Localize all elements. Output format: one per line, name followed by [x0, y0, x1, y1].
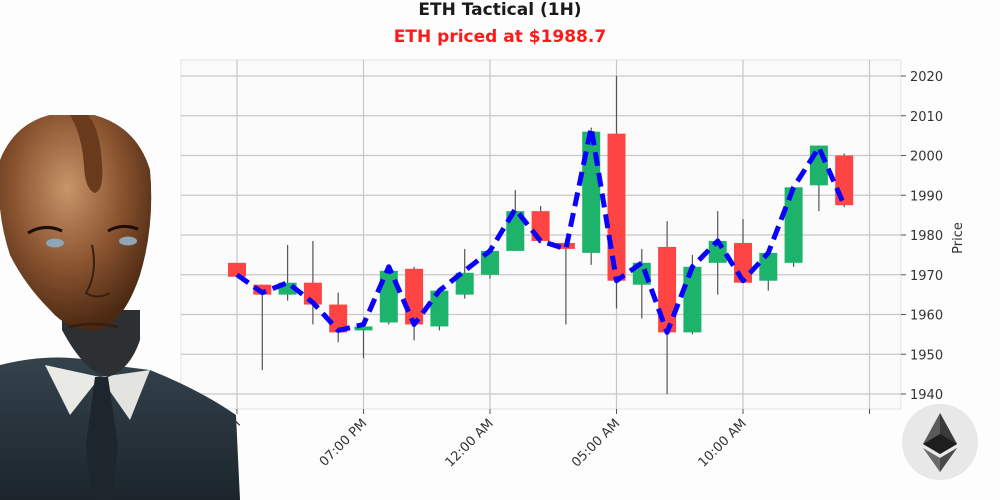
android-portrait-image — [0, 115, 240, 500]
candle-down — [835, 155, 854, 206]
y-tick-label: 1950 — [910, 348, 943, 363]
candle-up — [683, 266, 702, 333]
candle-down — [405, 268, 424, 325]
y-tick-label: 2010 — [910, 110, 943, 125]
y-axis: 1940 1950 1960 1970 1980 1990 2000 2010 2020 — [901, 70, 943, 403]
x-tick-label: 05:00 AM — [569, 416, 623, 470]
candle-up — [278, 282, 297, 295]
candle-up — [759, 252, 778, 281]
trend-line — [235, 125, 847, 335]
candle-down — [607, 133, 626, 281]
y-tick-label: 1990 — [910, 189, 943, 204]
candle-up — [379, 270, 398, 323]
price-subtitle: ETH priced at $1988.7 — [393, 27, 607, 47]
candle-up — [430, 290, 449, 327]
y-tick-label: 1940 — [910, 388, 943, 403]
candle-down — [228, 262, 246, 277]
y-tick-label: 1960 — [910, 309, 943, 324]
candle-up — [582, 131, 601, 253]
chart-title: ETH Tactical (1H) — [418, 0, 582, 20]
candle-down — [329, 304, 348, 333]
candle-up — [354, 326, 373, 331]
candle-up — [784, 187, 803, 263]
candle-down — [658, 246, 677, 333]
ethereum-logo-icon — [902, 404, 978, 480]
y-axis-label: Price — [951, 222, 966, 254]
y-tick-label: 2000 — [910, 150, 943, 165]
x-tick-label: 12:00 AM — [443, 416, 497, 470]
y-tick-label: 2020 — [910, 70, 943, 85]
candle-up — [455, 272, 474, 295]
y-tick-label: 1970 — [910, 269, 943, 284]
x-tick-label: 10:00 AM — [696, 416, 750, 470]
x-tick-label: 07:00 PM — [317, 416, 370, 469]
y-tick-label: 1980 — [910, 229, 943, 244]
grid-lines — [181, 60, 901, 409]
